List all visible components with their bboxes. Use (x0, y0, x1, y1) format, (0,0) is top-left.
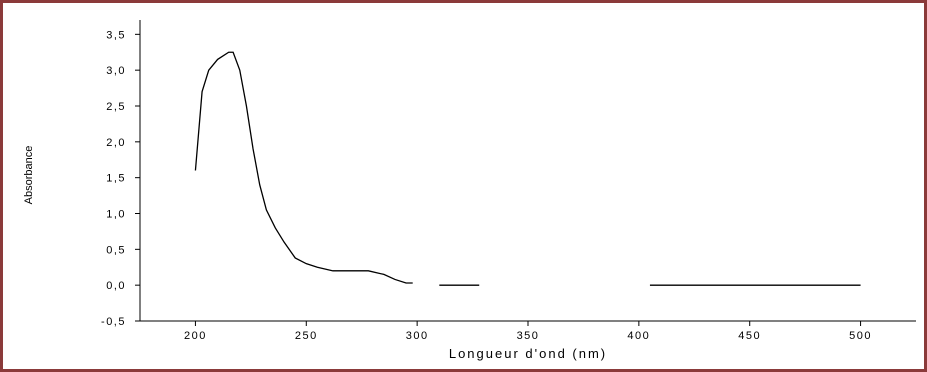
y-tick-label: 3,0 (106, 65, 126, 77)
y-tick-label: 2,0 (106, 137, 126, 149)
x-tick-label: 500 (849, 330, 872, 342)
y-tick-label: 1,5 (106, 173, 126, 185)
y-tick-label: 0,5 (106, 244, 126, 256)
y-tick-label: 0,0 (106, 280, 126, 292)
x-tick-label: 300 (406, 330, 429, 342)
x-axis-label: Longueur d'ond (nm) (449, 346, 607, 361)
x-tick-label: 200 (184, 330, 207, 342)
y-tick-label: 3,5 (106, 29, 126, 41)
spectrum-line (194, 51, 861, 286)
y-tick-label: -0,5 (101, 316, 126, 328)
x-tick-label: 450 (738, 330, 761, 342)
y-tick-label: 2,5 (106, 101, 126, 113)
y-axis-label: Absorbance (23, 146, 35, 205)
x-tick-label: 350 (517, 330, 540, 342)
x-tick-label: 400 (627, 330, 650, 342)
x-tick-label: 250 (295, 330, 318, 342)
y-tick-label: 1,0 (106, 209, 126, 221)
